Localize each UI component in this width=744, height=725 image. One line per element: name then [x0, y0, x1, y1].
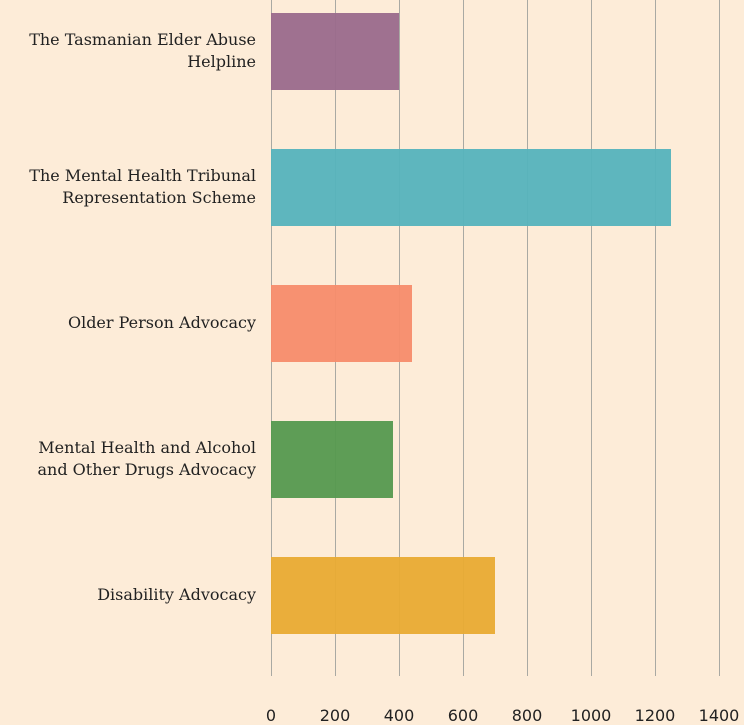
grid-line: [526, 0, 528, 676]
bar: [271, 420, 393, 498]
x-tick-label: 800: [511, 706, 543, 725]
x-tick-label: 1000: [570, 706, 612, 725]
x-tick-label: 200: [319, 706, 351, 725]
y-tick-label: Disability Advocacy: [97, 585, 256, 604]
grid-line: [654, 0, 656, 676]
grid-line: [590, 0, 592, 676]
x-tick-label: 0: [265, 706, 277, 725]
y-tick-label: Older Person Advocacy: [67, 313, 256, 332]
bar: [271, 556, 495, 634]
bar: [271, 148, 671, 226]
y-tick-label: Mental Health and Alcohol and Other Drug…: [37, 438, 256, 479]
grid-line: [462, 0, 464, 676]
bar: [271, 12, 399, 90]
x-tick-label: 600: [447, 706, 479, 725]
y-tick-label: The Tasmanian Elder Abuse Helpline: [29, 30, 256, 71]
x-tick-label: 1400: [698, 706, 740, 725]
x-tick-label: 1200: [634, 706, 676, 725]
y-tick-label: The Mental Health Tribunal Representatio…: [29, 166, 256, 207]
grid-line: [718, 0, 720, 676]
bar: [271, 284, 412, 362]
x-tick-label: 400: [383, 706, 415, 725]
